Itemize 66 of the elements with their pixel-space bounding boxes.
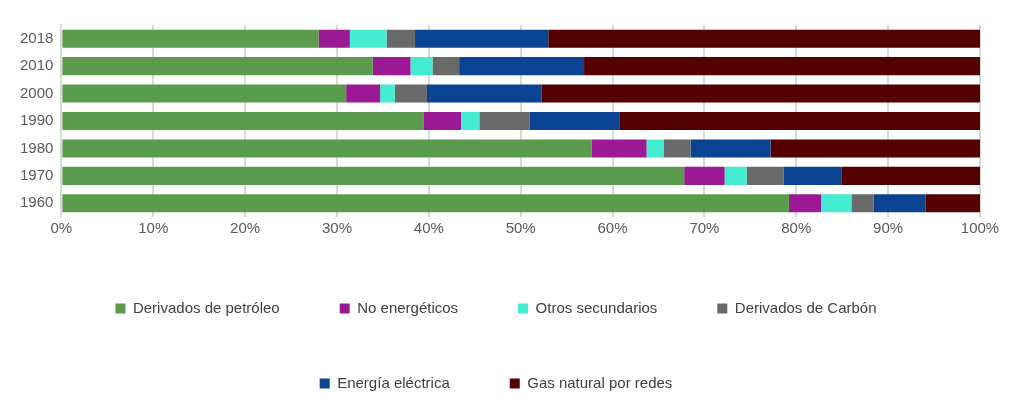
bar (619, 111, 980, 131)
bar (62, 57, 373, 76)
x-tick-label: 80% (781, 219, 812, 237)
x-tick-label: 100% (960, 219, 1000, 237)
legend-label: No energéticos (357, 298, 459, 316)
bar (410, 57, 433, 76)
x-tick-label: 90% (873, 219, 904, 237)
x-tick-label: 30% (321, 219, 352, 237)
bar (426, 84, 542, 103)
bar (851, 194, 874, 213)
y-tick-label: 2010 (19, 56, 54, 74)
legend-label: Derivados de Carbón (734, 298, 877, 316)
bar (529, 111, 620, 131)
bar (423, 111, 461, 131)
legend-label: Energía eléctrica (337, 373, 451, 391)
bar (62, 29, 319, 48)
bar (349, 29, 387, 48)
x-tick-label: 70% (689, 219, 720, 237)
y-tick-label: 2018 (19, 28, 54, 46)
bar (346, 84, 381, 103)
bar (372, 57, 411, 76)
y-tick-label: 1970 (19, 166, 54, 183)
bar (724, 166, 747, 185)
y-tick-label: 1980 (19, 138, 54, 156)
bar (479, 111, 530, 131)
bar (584, 57, 980, 76)
bar (841, 166, 980, 185)
bar (663, 139, 691, 158)
bar (646, 139, 664, 158)
x-tick-label: 40% (413, 219, 444, 237)
bar (770, 139, 980, 158)
bar (460, 111, 480, 131)
legend-label: Otros secundarios (535, 298, 658, 316)
bar (690, 139, 771, 158)
bar (62, 166, 685, 185)
bar (62, 139, 592, 158)
x-tick-label: 60% (597, 219, 628, 237)
bar (380, 84, 395, 103)
bar (62, 194, 789, 213)
bar (783, 166, 842, 185)
x-tick-label: 0% (50, 219, 73, 237)
y-tick-label: 2000 (19, 83, 54, 101)
bar (386, 29, 416, 48)
bar (318, 29, 350, 48)
bar (541, 84, 980, 103)
legend-label: Gas natural por redes (527, 373, 673, 391)
bar (925, 194, 980, 213)
x-tick-label: 10% (138, 219, 169, 237)
bar (415, 29, 549, 48)
bar (821, 194, 852, 213)
x-tick-label: 50% (505, 219, 536, 237)
bar (62, 84, 347, 103)
bar (684, 166, 725, 185)
bar (873, 194, 926, 213)
bar (788, 194, 822, 213)
bar (591, 139, 647, 158)
x-tick-label: 20% (230, 219, 261, 237)
bar (394, 84, 427, 103)
y-tick-label: 1990 (19, 111, 54, 129)
y-tick-label: 1960 (19, 193, 54, 211)
bar (746, 166, 784, 185)
legend-label: Derivados de petróleo (132, 298, 280, 316)
bar (62, 111, 424, 131)
bar (432, 57, 460, 76)
bar (548, 29, 980, 48)
bar (459, 57, 585, 76)
